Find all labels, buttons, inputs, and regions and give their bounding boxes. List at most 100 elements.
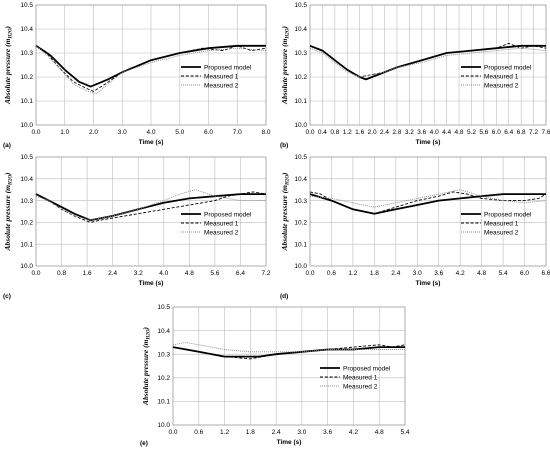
legend-label: Measured 2 (204, 82, 239, 89)
y-tick-label: 10.3 (20, 198, 33, 205)
x-tick-label: 3.6 (323, 429, 332, 436)
series-line-dotted (309, 189, 547, 208)
panel-label: (e) (140, 440, 148, 447)
x-tick-label: 2.4 (272, 429, 281, 436)
x-tick-label: 4.8 (455, 129, 464, 136)
legend-label: Proposed model (343, 365, 391, 372)
plot-frame (309, 156, 547, 267)
x-tick-label: 1.2 (348, 270, 357, 277)
y-tick-label: 10.1 (157, 399, 170, 406)
y-tick-label: 10.5 (157, 304, 170, 311)
y-tick-label: 10.0 (157, 422, 170, 429)
x-tick-label: 4.0 (146, 129, 155, 136)
y-axis-title: Absolute pressure (mH2O) (3, 26, 14, 105)
y-tick-label: 10.0 (20, 263, 33, 270)
x-tick-label: 0.0 (168, 429, 177, 436)
x-axis-title: Time (s) (277, 439, 302, 446)
x-tick-label: 3.6 (417, 129, 426, 136)
y-tick-label: 10.2 (20, 220, 33, 227)
y-tick-label: 10.4 (294, 26, 307, 33)
x-tick-label: 0.4 (318, 129, 327, 136)
y-axis-title: Absolute pressure (mH2O) (280, 172, 291, 251)
legend-label: Measured 1 (204, 220, 239, 227)
x-tick-label: 3.0 (118, 129, 127, 136)
x-tick-label: 5.2 (467, 129, 476, 136)
x-axis-title: Time (s) (139, 139, 164, 146)
chart-panel-4: 10.0 10.1 10.2 10.3 10.4 10.5 0.0 0.6 1.2 1.8 2.4 3… (280, 154, 550, 300)
x-tick-label: 6.0 (492, 129, 501, 136)
series-line-solid (35, 44, 266, 88)
legend-label: Measured 2 (343, 383, 378, 390)
panel-label: (a) (3, 142, 11, 149)
plot-frame (35, 156, 267, 267)
x-tick-label: 2.4 (391, 270, 400, 277)
x-tick-label: 6.8 (517, 129, 526, 136)
x-tick-label: 6.4 (236, 270, 245, 277)
x-tick-label: 3.6 (434, 270, 443, 277)
legend-label: Proposed model (484, 211, 532, 218)
series-line-dashed (309, 191, 547, 215)
chart-panel-1: 10.0 10.1 10.2 10.3 10.4 10.5 0.0 1.0 2.0 3.0 4.0 5… (3, 2, 271, 149)
x-tick-label: 6.6 (541, 270, 550, 277)
series-line-solid (35, 193, 266, 222)
y-axis-title: Absolute pressure (mH2O) (280, 26, 291, 105)
chart-panel-5: 10.0 10.1 10.2 10.3 10.4 10.5 0.0 0.6 1.2 1.8 2.4 3… (140, 304, 410, 447)
legend-label: Measured 2 (484, 229, 519, 236)
x-tick-label: 0.8 (57, 270, 66, 277)
x-tick-label: 2.4 (380, 129, 389, 136)
x-tick-label: 1.8 (246, 429, 255, 436)
chart-panel-2: 10.0 10.1 10.2 10.3 10.4 10.5 0.0 0.4 0.8 1.2 1.6 2… (280, 2, 550, 149)
x-tick-label: 8.0 (261, 129, 270, 136)
x-tick-label: 5.6 (210, 270, 219, 277)
plot-frame (309, 4, 547, 126)
panel-label: (c) (3, 293, 11, 300)
x-tick-label: 3.2 (405, 129, 414, 136)
y-tick-label: 10.3 (20, 50, 33, 57)
y-tick-label: 10.5 (20, 2, 33, 9)
x-tick-label: 0.0 (31, 129, 40, 136)
x-axis-title: Time (s) (139, 280, 164, 287)
y-tick-label: 10.2 (294, 220, 307, 227)
x-tick-label: 2.0 (368, 129, 377, 136)
y-tick-label: 10.1 (20, 98, 33, 105)
plot-frame (172, 306, 406, 426)
x-tick-label: 3.2 (134, 270, 143, 277)
panel-label: (b) (280, 142, 288, 149)
y-tick-label: 10.1 (294, 241, 307, 248)
y-tick-label: 10.0 (294, 122, 307, 129)
x-tick-label: 5.6 (479, 129, 488, 136)
legend-label: Measured 2 (204, 229, 239, 236)
legend-label: Measured 1 (484, 220, 519, 227)
x-axis-title: Time (s) (416, 139, 441, 146)
series-line-dashed (35, 45, 267, 92)
series-line-dashed (172, 344, 406, 360)
y-tick-label: 10.3 (157, 351, 170, 358)
x-tick-label: 4.2 (456, 270, 465, 277)
x-tick-label: 4.8 (375, 429, 384, 436)
x-tick-label: 0.0 (31, 270, 40, 277)
x-tick-label: 7.0 (233, 129, 242, 136)
x-tick-label: 1.6 (83, 270, 92, 277)
y-tick-label: 10.3 (294, 198, 307, 205)
plot-frame (35, 4, 267, 126)
x-tick-label: 7.2 (261, 270, 270, 277)
x-tick-label: 4.8 (477, 270, 486, 277)
series-line-solid (309, 193, 546, 215)
y-tick-label: 10.4 (20, 176, 33, 183)
x-tick-label: 0.0 (305, 270, 314, 277)
y-tick-label: 10.5 (294, 2, 307, 9)
y-tick-label: 10.2 (157, 375, 170, 382)
panel-label: (d) (280, 293, 288, 300)
legend-label: Measured 1 (484, 73, 519, 80)
legend-label: Measured 2 (484, 82, 519, 89)
x-tick-label: 1.6 (355, 129, 364, 136)
y-tick-label: 10.4 (294, 176, 307, 183)
x-tick-label: 2.0 (89, 129, 98, 136)
y-tick-label: 10.1 (20, 241, 33, 248)
y-tick-label: 10.4 (157, 328, 170, 335)
y-tick-label: 10.5 (294, 154, 307, 161)
series-line-dashed (309, 42, 547, 78)
x-tick-label: 6.0 (204, 129, 213, 136)
x-tick-label: 6.4 (504, 129, 513, 136)
